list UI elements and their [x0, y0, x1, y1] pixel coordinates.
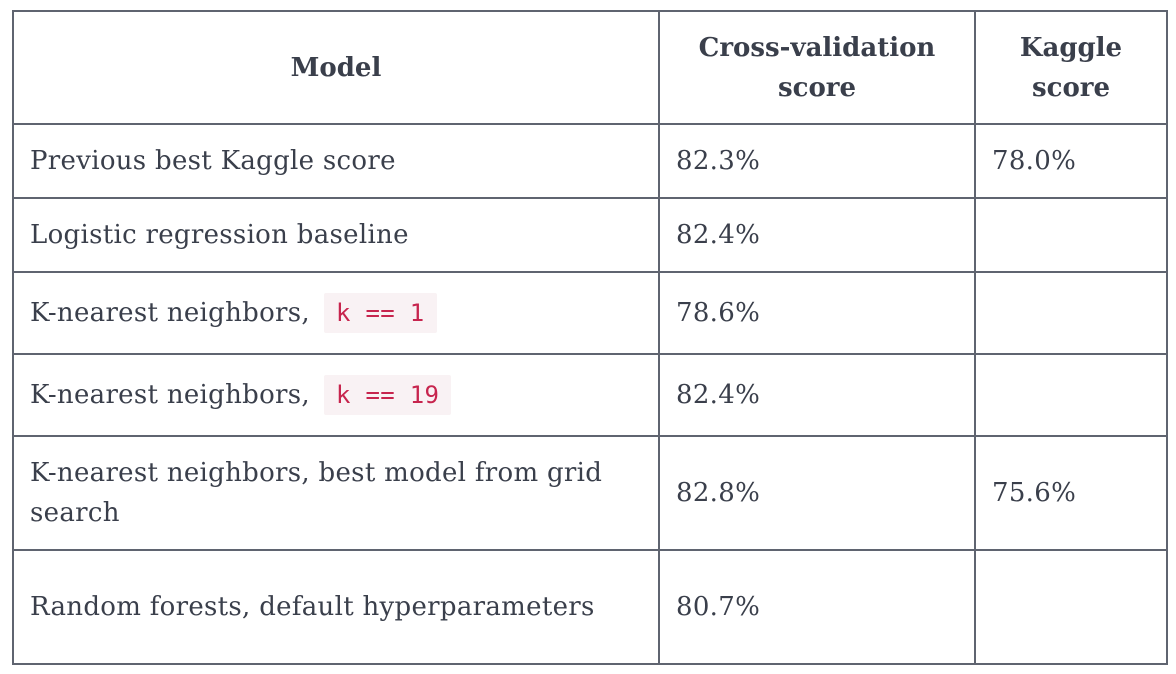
model-name: K-nearest neighbors,	[30, 298, 310, 328]
header-model: Model	[12, 10, 660, 125]
table-row: Random forests, default hyperparameters …	[12, 549, 1168, 665]
kaggle-score-cell	[974, 271, 1168, 355]
table-row: Previous best Kaggle score 82.3% 78.0%	[12, 123, 1168, 199]
cv-score-cell: 82.4%	[658, 353, 976, 437]
model-cell: Previous best Kaggle score	[12, 123, 660, 199]
table-row: K-nearest neighbors, k == 19 82.4%	[12, 353, 1168, 437]
inline-code: k == 1	[324, 293, 437, 333]
model-name: K-nearest neighbors,	[30, 380, 310, 410]
model-cell: K-nearest neighbors, k == 1	[12, 271, 660, 355]
cv-score-cell: 80.7%	[658, 549, 976, 665]
table-row: K-nearest neighbors, k == 1 78.6%	[12, 271, 1168, 355]
kaggle-score-cell	[974, 549, 1168, 665]
cv-score-cell: 82.3%	[658, 123, 976, 199]
results-table: Model Cross-validation score Kaggle scor…	[12, 10, 1168, 665]
kaggle-score-cell	[974, 197, 1168, 273]
cv-score-cell: 82.8%	[658, 435, 976, 551]
inline-code: k == 19	[324, 375, 452, 415]
model-cell: Logistic regression baseline	[12, 197, 660, 273]
model-cell: Random forests, default hyperparameters	[12, 549, 660, 665]
kaggle-score-cell: 75.6%	[974, 435, 1168, 551]
model-name: K-nearest neighbors, best model from gri…	[30, 458, 603, 528]
cv-score-cell: 78.6%	[658, 271, 976, 355]
table-row: Logistic regression baseline 82.4%	[12, 197, 1168, 273]
table-row: K-nearest neighbors, best model from gri…	[12, 435, 1168, 551]
cv-score-cell: 82.4%	[658, 197, 976, 273]
header-kaggle-score: Kaggle score	[974, 10, 1168, 125]
model-name: Logistic regression baseline	[30, 220, 409, 250]
model-cell: K-nearest neighbors, k == 19	[12, 353, 660, 437]
header-cv-score: Cross-validation score	[658, 10, 976, 125]
kaggle-score-cell: 78.0%	[974, 123, 1168, 199]
model-name: Random forests, default hyperparameters	[30, 592, 595, 622]
model-cell: K-nearest neighbors, best model from gri…	[12, 435, 660, 551]
header-row: Model Cross-validation score Kaggle scor…	[12, 10, 1168, 125]
kaggle-score-cell	[974, 353, 1168, 437]
model-name: Previous best Kaggle score	[30, 146, 396, 176]
